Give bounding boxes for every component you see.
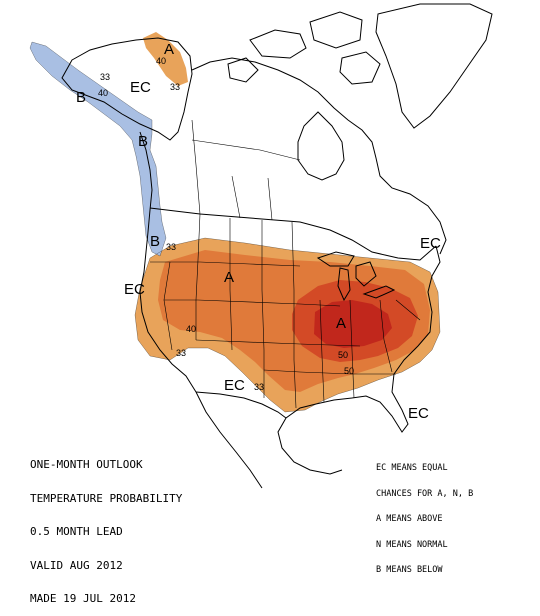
contour-50-south: 50 [344, 366, 354, 376]
state-line-6 [197, 299, 341, 307]
ec-pacific-label: EC [124, 281, 145, 298]
province-line-1 [191, 119, 201, 215]
state-line-11 [379, 299, 393, 373]
ec-northeast-label: EC [420, 235, 441, 252]
arctic-island-1 [249, 29, 307, 59]
state-line-2 [150, 261, 301, 267]
title-line-1: ONE-MONTH OUTLOOK [30, 458, 143, 471]
greenland [375, 3, 493, 129]
hudson-bay [297, 111, 345, 181]
lake-superior [316, 251, 355, 267]
arctic-island-4 [339, 51, 381, 85]
title-line-5: MADE 19 JUL 2012 [30, 592, 136, 605]
province-line-2 [231, 175, 241, 219]
mexico-border [195, 391, 287, 419]
contour-33-north-alaska: 33 [170, 82, 180, 92]
legend-line-2: CHANCES FOR A, N, B [376, 488, 474, 499]
contour-outline-33 [134, 237, 441, 413]
pacific-coast [139, 131, 197, 393]
map-labels: EC EC EC EC EC A A A B B B 33 40 40 33 3… [76, 41, 441, 422]
province-line-4 [191, 139, 301, 161]
state-line-9 [349, 299, 355, 399]
contour-lines [29, 41, 441, 413]
contour-33-pacific: 33 [166, 242, 176, 252]
ec-southwest-label: EC [224, 377, 245, 394]
contour-40-alaska-west: 40 [98, 88, 108, 98]
contour-33-nevada: 33 [176, 348, 186, 358]
outlook-map: EC EC EC EC EC A A A B B B 33 40 40 33 3… [29, 3, 493, 489]
title-line-3: 0.5 MONTH LEAD [30, 525, 123, 538]
province-line-3 [267, 177, 273, 221]
title-block: ONE-MONTH OUTLOOK TEMPERATURE PROBABILIT… [30, 437, 182, 616]
a-midwest-label: A [336, 315, 346, 332]
boundaries [61, 3, 493, 489]
canada-us-border [149, 207, 437, 261]
state-line-7 [195, 339, 361, 347]
a-plains-label: A [224, 269, 234, 286]
arctic-island-3 [227, 57, 259, 83]
below-33-contour [30, 42, 166, 256]
contour-40-north-alaska: 40 [156, 56, 166, 66]
alaska-outline [61, 37, 193, 141]
legend-block: EC MEANS EQUAL CHANCES FOR A, N, B A MEA… [376, 447, 473, 583]
legend-line-3: A MEANS ABOVE [376, 514, 443, 524]
legend-line-5: B MEANS BELOW [376, 565, 443, 575]
canada-arctic-coast [191, 57, 447, 255]
lake-huron [355, 261, 377, 287]
above-60-contour [314, 300, 392, 348]
lake-erie [362, 285, 396, 299]
state-line-1 [195, 213, 201, 340]
state-line-5 [291, 221, 297, 409]
title-line-4: VALID AUG 2012 [30, 558, 123, 572]
state-line-12 [395, 299, 421, 321]
gulf-coast [277, 397, 353, 475]
legend-line-4: N MEANS NORMAL [376, 539, 448, 550]
arctic-island-2 [309, 11, 363, 49]
state-line-4 [261, 220, 265, 398]
a-north-alaska-label: A [164, 41, 174, 58]
above-33-alaska [143, 32, 188, 86]
state-lines [150, 119, 421, 409]
b-washington-label: B [150, 233, 160, 250]
b-panhandle-label: B [138, 133, 148, 150]
ec-florida-label: EC [408, 405, 429, 422]
contour-40-california: 40 [186, 324, 196, 334]
legend-line-1: EC MEANS EQUAL [376, 463, 448, 473]
state-line-3 [229, 218, 233, 351]
lake-michigan [337, 267, 351, 302]
contour-outline-b33 [29, 41, 167, 257]
state-line-8 [319, 299, 325, 403]
below-normal-shading [30, 42, 166, 256]
b-alaska-label: B [76, 89, 86, 106]
contour-33-southwest: 33 [254, 382, 264, 392]
state-line-14 [163, 261, 173, 351]
contour-50-midwest: 50 [338, 350, 348, 360]
mexico-west [195, 391, 263, 489]
ec-west-alaska-label: EC [130, 79, 151, 96]
title-line-2: TEMPERATURE PROBABILITY [30, 491, 183, 505]
contour-33-alaska-west: 33 [100, 72, 110, 82]
state-line-10 [263, 369, 396, 375]
